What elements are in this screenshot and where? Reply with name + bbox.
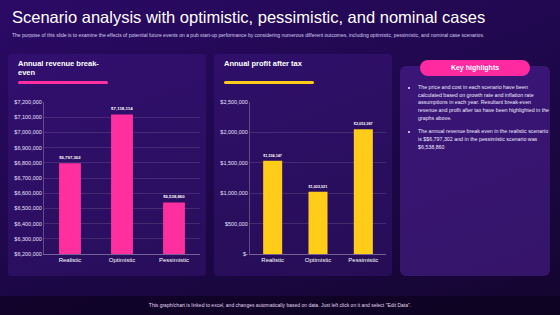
svg-text:Realistic: Realistic	[261, 257, 284, 263]
html-text:Scenario analysis with optimis: Scenario analysis with optimistic, pessi…	[12, 8, 486, 26]
svg-text:$6,600,000: $6,600,000	[14, 190, 42, 196]
svg-text:Pessimistic: Pessimistic	[159, 257, 189, 263]
svg-text:Optimistic: Optimistic	[109, 257, 135, 263]
svg-text:$2,500,000: $2,500,000	[220, 99, 248, 105]
svg-text:$6,300,000: $6,300,000	[14, 236, 42, 242]
html-text:Key highlights: Key highlights	[450, 64, 500, 71]
svg-text:$7,000,000: $7,000,000	[14, 129, 42, 135]
svg-text:$1,534,147: $1,534,147	[263, 154, 282, 158]
html-text:Annual profit after tax: Annual profit after tax	[224, 59, 302, 68]
svg-text:$6,797,302: $6,797,302	[59, 155, 81, 160]
svg-text:$7,100,000: $7,100,000	[14, 114, 42, 120]
svg-text:$7,200,000: $7,200,000	[14, 99, 42, 105]
svg-text:Realistic: Realistic	[59, 257, 82, 263]
html-text:The purpose of this slide is t: The purpose of this slide is to examine …	[12, 32, 485, 38]
svg-text:$6,400,000: $6,400,000	[14, 221, 42, 227]
svg-text:$6,700,000: $6,700,000	[14, 175, 42, 181]
svg-text:$2,053,387: $2,053,387	[354, 122, 373, 126]
svg-text:$-: $-	[243, 251, 248, 257]
svg-text:$1,022,521: $1,022,521	[309, 185, 328, 189]
svg-text:Optimistic: Optimistic	[305, 257, 331, 263]
svg-text:$1,500,000: $1,500,000	[220, 160, 248, 166]
svg-text:$500,000: $500,000	[225, 221, 248, 227]
svg-text:$6,538,860: $6,538,860	[163, 194, 185, 199]
svg-text:$7,118,114: $7,118,114	[111, 106, 133, 111]
svg-text:$6,500,000: $6,500,000	[14, 205, 42, 211]
html-text:Annual revenue break-even: Annual revenue break-even	[18, 59, 99, 77]
svg-text:$1,000,000: $1,000,000	[220, 190, 248, 196]
svg-text:$2,000,000: $2,000,000	[220, 129, 248, 135]
svg-text:$6,200,000: $6,200,000	[14, 251, 42, 257]
html-text:The price and cost in each sce: The price and cost in each scenario have…	[418, 84, 549, 121]
html-text:This graph/chart is linked to: This graph/chart is linked to excel, and…	[148, 302, 412, 308]
svg-text:$6,800,000: $6,800,000	[14, 160, 42, 166]
svg-text:$6,900,000: $6,900,000	[14, 145, 42, 151]
html-text:The annual revenue break even: The annual revenue break even in the rea…	[418, 128, 549, 150]
svg-text:Pessimistic: Pessimistic	[348, 257, 378, 263]
